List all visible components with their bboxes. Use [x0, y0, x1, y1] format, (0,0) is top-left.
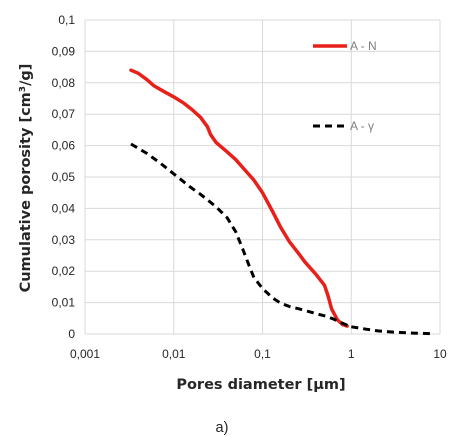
- series-line-2: [351, 325, 432, 336]
- x-tick-label: 1: [348, 347, 355, 361]
- y-tick-label: 0,04: [52, 201, 76, 215]
- y-axis-title: Cumulative porosity [cm³/g]: [18, 64, 34, 293]
- y-tick-label: 0,03: [52, 233, 76, 247]
- legend-label-a-n: A - N: [350, 39, 377, 53]
- figure-caption: a): [216, 420, 229, 436]
- y-tick-label: 0,08: [52, 76, 76, 90]
- x-axis-title: Pores diameter [µm]: [176, 377, 345, 393]
- x-tick-label: 10: [433, 347, 447, 361]
- grid: [84, 19, 441, 335]
- y-tick-label: 0: [68, 327, 75, 341]
- y-tick-label: 0,02: [52, 264, 76, 278]
- y-tick-label: 0,1: [58, 13, 75, 27]
- y-tick-label: 0,05: [52, 170, 76, 184]
- y-tick-label: 0,01: [52, 296, 76, 310]
- tick-labels: 0 0,01 0,02 0,03 0,04 0,05 0,06 0,07 0,08 0,09 0,1…: [52, 13, 447, 361]
- x-tick-label: 0,001: [70, 347, 100, 361]
- series-lines: [129, 68, 432, 336]
- legend: A - N A - γ: [313, 39, 377, 133]
- series-line-1: [130, 142, 352, 329]
- y-tick-label: 0,06: [52, 139, 76, 153]
- series-line-0: [129, 68, 349, 328]
- legend-label-a-gamma: A - γ: [350, 119, 374, 133]
- y-tick-label: 0,09: [52, 44, 76, 58]
- x-tick-label: 0,1: [254, 347, 271, 361]
- x-tick-label: 0,01: [162, 347, 186, 361]
- y-tick-label: 0,07: [52, 107, 76, 121]
